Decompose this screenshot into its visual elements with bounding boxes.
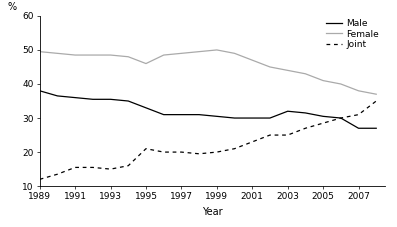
Female [250, 59, 254, 62]
Male [108, 98, 113, 101]
Joint [250, 141, 254, 143]
Joint [338, 117, 343, 119]
Male [321, 115, 326, 118]
Joint [73, 166, 77, 169]
Joint [374, 100, 379, 102]
Joint [126, 164, 131, 167]
Female [197, 50, 202, 53]
Female [37, 50, 42, 53]
Text: %: % [8, 2, 17, 12]
Joint [356, 113, 361, 116]
Joint [268, 134, 272, 136]
Female [91, 54, 95, 56]
Female [374, 93, 379, 96]
Female [126, 55, 131, 58]
Male [197, 113, 202, 116]
Male [250, 117, 254, 119]
Male [91, 98, 95, 101]
Joint [37, 178, 42, 181]
Female [303, 72, 308, 75]
Female [73, 54, 77, 56]
Male [37, 89, 42, 92]
Female [356, 89, 361, 92]
Joint [161, 151, 166, 153]
Female [179, 52, 184, 55]
Male [126, 100, 131, 102]
Female [144, 62, 148, 65]
Female [232, 52, 237, 55]
Joint [55, 173, 60, 176]
X-axis label: Year: Year [202, 207, 223, 217]
Male [161, 113, 166, 116]
Female [321, 79, 326, 82]
Line: Male: Male [40, 91, 376, 128]
Male [356, 127, 361, 130]
Male [144, 106, 148, 109]
Male [214, 115, 219, 118]
Joint [144, 147, 148, 150]
Male [179, 113, 184, 116]
Female [214, 49, 219, 51]
Male [338, 117, 343, 119]
Joint [197, 153, 202, 155]
Female [55, 52, 60, 55]
Male [55, 94, 60, 97]
Joint [303, 127, 308, 130]
Male [268, 117, 272, 119]
Female [338, 83, 343, 85]
Female [108, 54, 113, 56]
Joint [321, 122, 326, 124]
Joint [108, 168, 113, 170]
Legend: Male, Female, Joint: Male, Female, Joint [324, 17, 381, 51]
Joint [91, 166, 95, 169]
Female [285, 69, 290, 72]
Male [73, 96, 77, 99]
Male [232, 117, 237, 119]
Joint [285, 134, 290, 136]
Female [161, 54, 166, 56]
Male [285, 110, 290, 113]
Line: Female: Female [40, 50, 376, 94]
Joint [232, 147, 237, 150]
Joint [214, 151, 219, 153]
Male [303, 111, 308, 114]
Line: Joint: Joint [40, 101, 376, 179]
Male [374, 127, 379, 130]
Female [268, 66, 272, 68]
Joint [179, 151, 184, 153]
